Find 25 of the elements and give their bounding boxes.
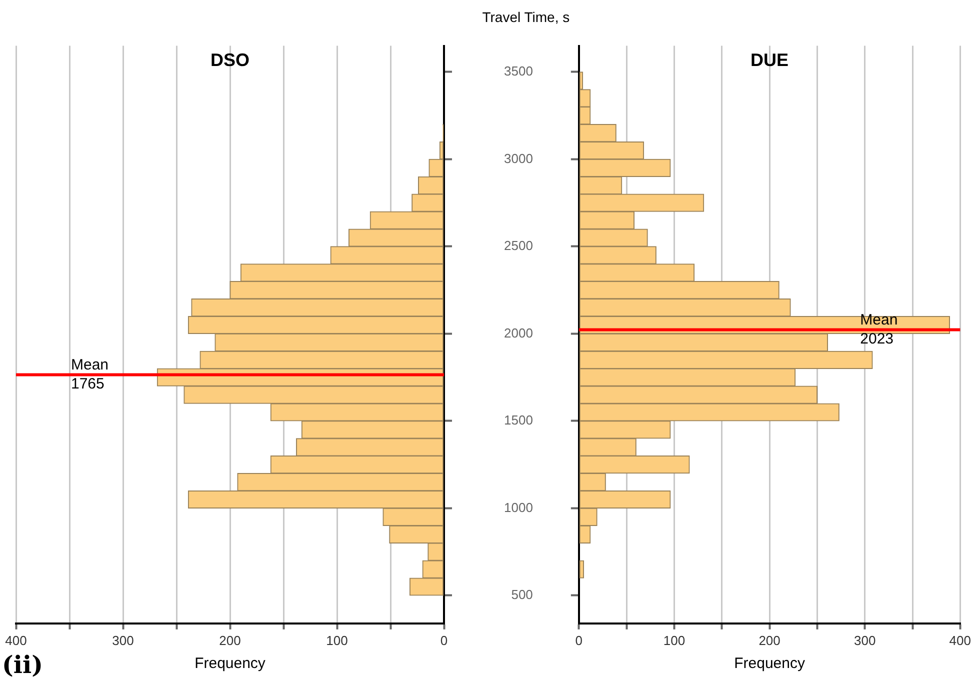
- x-tick-label: 0: [575, 632, 583, 648]
- x-tick-label: 300: [854, 632, 876, 648]
- x-tick-label: 100: [326, 632, 348, 648]
- y-tick-label: 1000: [504, 500, 533, 515]
- x-axis-title: Frequency: [194, 655, 266, 672]
- x-tick-label: 400: [5, 632, 27, 648]
- x-tick-label: 400: [949, 632, 972, 648]
- x-tick-label: 0: [440, 632, 448, 648]
- y-tick-label: 1500: [504, 412, 533, 428]
- chart-title: DUE: [750, 50, 789, 70]
- chart-title: DSO: [210, 50, 250, 70]
- y-tick-label: 2000: [504, 325, 533, 340]
- ref-line-label: Mean 1765: [71, 356, 109, 392]
- y-axis-title: Travel Time, s: [482, 8, 570, 25]
- y-tick-label: 3500: [504, 64, 533, 79]
- y-tick-label: 2500: [504, 238, 533, 254]
- x-tick-label: 300: [112, 632, 134, 648]
- x-tick-label: 100: [663, 632, 686, 648]
- text: (ii): [2, 650, 43, 680]
- y-tick-label: 3000: [504, 150, 533, 166]
- x-tick-label: 200: [219, 632, 241, 648]
- x-axis-title: Frequency: [734, 655, 806, 672]
- x-tick-label: 200: [758, 632, 780, 648]
- y-tick-label: 500: [511, 587, 533, 602]
- ref-line-label: Mean 2023: [860, 311, 898, 348]
